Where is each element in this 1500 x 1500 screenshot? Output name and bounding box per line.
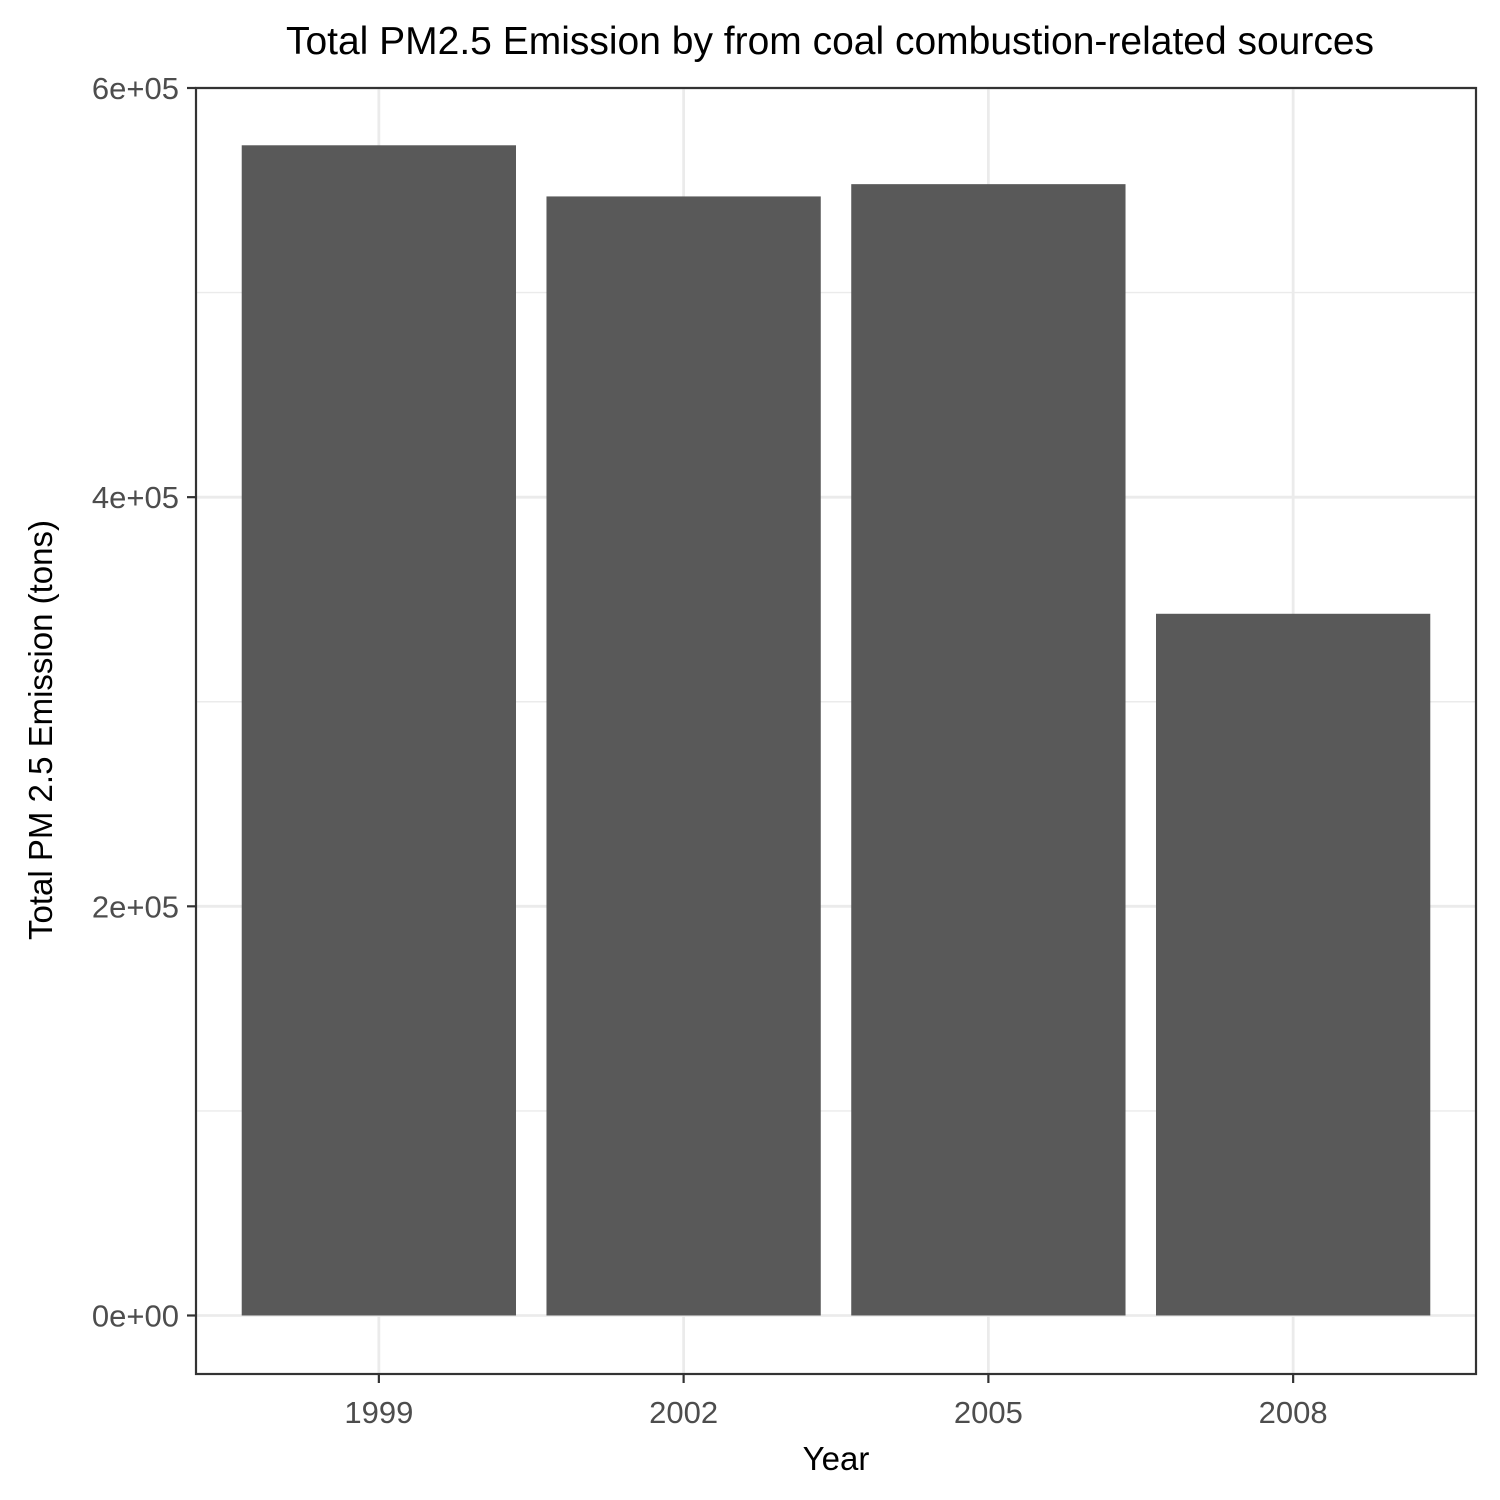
y-axis-title: Total PM 2.5 Emission (tons) bbox=[22, 520, 59, 940]
bars bbox=[241, 145, 1431, 1316]
bar-2005 bbox=[851, 184, 1126, 1316]
x-axis: 1999 2002 2005 2008 bbox=[344, 1374, 1328, 1430]
x-axis-title: Year bbox=[803, 1440, 870, 1477]
y-tick-label: 4e+05 bbox=[92, 480, 179, 515]
bar-2002 bbox=[546, 196, 821, 1316]
x-tick-label: 2008 bbox=[1259, 1395, 1328, 1430]
x-tick-label: 1999 bbox=[344, 1395, 413, 1430]
panel-border bbox=[194, 86, 1478, 1376]
y-tick-label: 2e+05 bbox=[92, 889, 179, 924]
y-tick-label: 0e+00 bbox=[92, 1298, 179, 1333]
bar-1999 bbox=[241, 145, 516, 1316]
y-axis: 0e+00 2e+05 4e+05 6e+05 bbox=[92, 71, 196, 1333]
bar-2008 bbox=[1156, 613, 1431, 1316]
y-tick-label: 6e+05 bbox=[92, 71, 179, 106]
x-tick-label: 2005 bbox=[954, 1395, 1023, 1430]
x-tick-label: 2002 bbox=[649, 1395, 718, 1430]
chart-title: Total PM2.5 Emission by from coal combus… bbox=[286, 20, 1374, 63]
